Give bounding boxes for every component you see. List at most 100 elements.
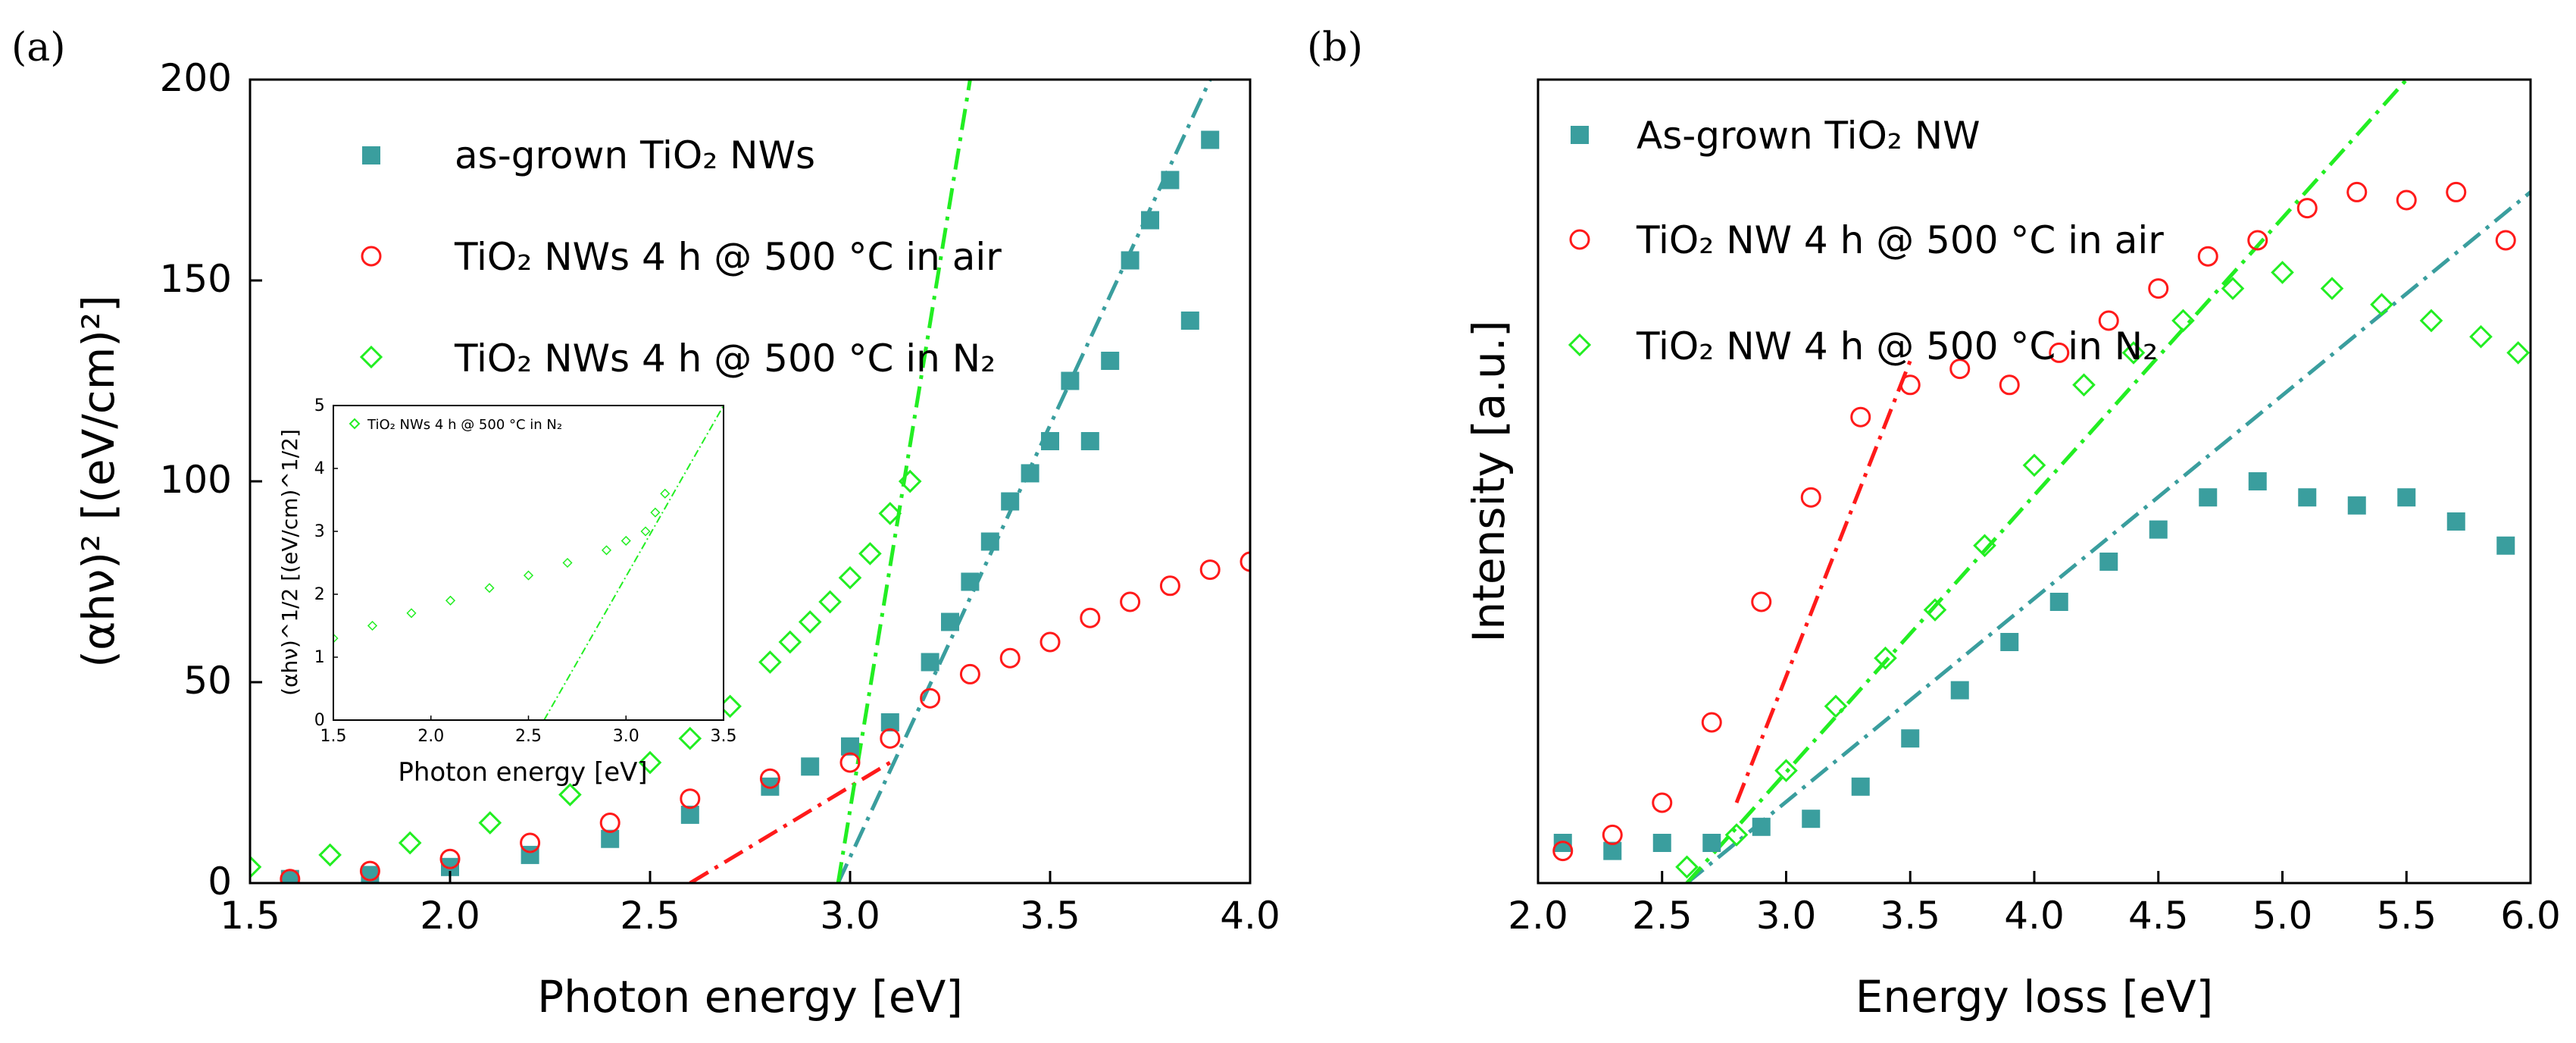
b-point-s0-10 xyxy=(2049,593,2068,611)
b-point-s1-13 xyxy=(2197,246,2218,267)
b-point-s1-18 xyxy=(2446,181,2467,202)
b-point-s2-13 xyxy=(2320,277,2344,300)
b-point-s1-15 xyxy=(2296,198,2318,219)
a-point-s0-20 xyxy=(1121,251,1140,270)
panel-b-data-points xyxy=(1552,181,2530,879)
a-point-s2-12 xyxy=(838,565,862,590)
b-point-s0-7 xyxy=(1901,729,1920,748)
a-y-tick-label-0: 0 xyxy=(208,860,232,904)
a-point-s0-1 xyxy=(361,866,380,883)
b-point-s0-4 xyxy=(1752,817,1771,836)
a-point-s2-5 xyxy=(638,750,662,775)
b-point-s2-9 xyxy=(2121,341,2146,365)
a-fit-line-2 xyxy=(836,80,972,883)
inset-point-s0-0 xyxy=(333,633,339,644)
b-point-s1-5 xyxy=(1800,487,1821,508)
a-point-s1-2 xyxy=(439,848,461,869)
a-x-tick-label-5: 4.0 xyxy=(1220,894,1280,938)
legend-marker-as-grown xyxy=(362,146,380,164)
inset-y-tick-label-5: 5 xyxy=(314,396,325,415)
b-point-s1-14 xyxy=(2247,230,2268,251)
a-point-s1-7 xyxy=(839,752,861,773)
a-point-s2-15 xyxy=(898,469,922,493)
a-point-s1-15 xyxy=(1159,575,1180,597)
b-point-s0-6 xyxy=(1851,777,1870,796)
b-point-s2-14 xyxy=(2370,293,2393,317)
inset-x-tick-label-2: 2.5 xyxy=(515,727,542,746)
a-point-s0-21 xyxy=(1141,211,1159,230)
b-point-s2-15 xyxy=(2419,309,2443,333)
panel-b-fit-lines xyxy=(1685,80,2531,883)
inset-point-s0-8 xyxy=(621,535,631,547)
panel-a-data-points xyxy=(250,130,1250,883)
legend-b-marker-as-grown xyxy=(1571,126,1589,144)
panel-b-y-axis-title: Intensity [a.u.] xyxy=(1463,320,1515,642)
b-point-s2-12 xyxy=(2271,261,2294,284)
b-fit-line-0 xyxy=(1685,190,2531,883)
a-point-s1-17 xyxy=(1240,551,1250,572)
a-point-s0-0 xyxy=(280,869,299,883)
b-fit-line-2 xyxy=(1685,80,2409,883)
b-point-s2-0 xyxy=(1675,855,1699,879)
b-point-s1-6 xyxy=(1850,406,1871,428)
b-point-s2-16 xyxy=(2469,324,2493,349)
b-fit-line-1 xyxy=(1734,360,1912,803)
a-point-s1-10 xyxy=(959,663,980,684)
b-point-s0-13 xyxy=(2199,488,2218,507)
b-x-tick-label-1: 2.5 xyxy=(1632,894,1693,938)
legend-b-label-n2: TiO₂ NW 4 h @ 500 °C in N₂ xyxy=(1636,324,2158,368)
inset-x-tick-label-0: 1.5 xyxy=(320,727,347,746)
a-point-s0-10 xyxy=(921,653,939,672)
b-point-s1-9 xyxy=(1999,374,2020,396)
a-point-s0-22 xyxy=(1161,171,1180,189)
a-point-s2-9 xyxy=(778,630,802,654)
a-point-s0-18 xyxy=(1080,432,1099,450)
a-point-s0-7 xyxy=(801,757,820,776)
legend-marker-n2 xyxy=(359,345,383,369)
a-point-s0-11 xyxy=(941,612,959,631)
inset-background xyxy=(333,406,724,720)
panel-a-label: (a) xyxy=(11,25,66,70)
panel-b-ticks: 2.0 2.5 3.0 3.5 4.0 4.5 5.0 5.5 6.0 xyxy=(1508,871,2561,938)
b-point-s0-14 xyxy=(2248,472,2267,490)
legend-b-label-air: TiO₂ NW 4 h @ 500 °C in air xyxy=(1636,218,2164,262)
b-point-s2-3 xyxy=(1824,694,1848,719)
a-x-tick-label-3: 3.0 xyxy=(820,894,880,938)
inset-point-s0-1 xyxy=(367,620,378,631)
inset-point-s0-10 xyxy=(650,507,661,518)
inset-point-s0-6 xyxy=(562,557,573,568)
inset-x-tick-label-4: 3.5 xyxy=(711,727,737,746)
a-point-s0-19 xyxy=(1101,352,1120,370)
b-point-s0-12 xyxy=(2149,520,2168,539)
a-x-tick-label-1: 2.0 xyxy=(420,894,480,938)
b-point-s2-8 xyxy=(2072,373,2096,397)
a-point-s2-4 xyxy=(558,783,582,807)
inset-point-s0-7 xyxy=(601,545,612,556)
b-point-s2-5 xyxy=(1923,598,1947,622)
a-x-tick-label-4: 3.5 xyxy=(1020,894,1080,938)
a-point-s2-6 xyxy=(678,726,702,750)
inset-y-tick-label-4: 4 xyxy=(314,459,325,478)
b-point-s1-11 xyxy=(2098,310,2119,331)
panel-b-x-axis-title: Energy loss [eV] xyxy=(1855,971,2214,1023)
a-y-tick-label-2: 100 xyxy=(160,458,232,502)
b-point-s2-10 xyxy=(2171,309,2195,333)
b-point-s1-16 xyxy=(2346,181,2368,202)
inset-point-s0-4 xyxy=(484,583,495,594)
b-point-s2-11 xyxy=(2221,277,2245,300)
inset-chart: 1.5 2.0 2.5 3.0 3.5 0 1 2 3 4 5 TiO₂ NWs 4 h @ 500… xyxy=(277,396,737,788)
a-point-s1-6 xyxy=(759,768,780,789)
a-point-s2-8 xyxy=(758,650,782,674)
legend-b-marker-n2 xyxy=(1568,333,1592,357)
b-point-s0-19 xyxy=(2496,536,2515,555)
a-point-s2-13 xyxy=(858,542,882,565)
inset-y-tick-label-2: 2 xyxy=(314,585,325,604)
a-point-s1-8 xyxy=(880,728,901,749)
b-point-s2-2 xyxy=(1774,759,1798,782)
panel-a-y-axis-title: (αhν)² [(eV/cm)²] xyxy=(73,295,124,667)
a-point-s1-3 xyxy=(520,832,541,854)
a-point-s1-13 xyxy=(1080,607,1101,628)
a-point-s0-23 xyxy=(1180,312,1199,330)
inset-data-points xyxy=(333,488,671,644)
a-point-s2-11 xyxy=(818,590,842,614)
